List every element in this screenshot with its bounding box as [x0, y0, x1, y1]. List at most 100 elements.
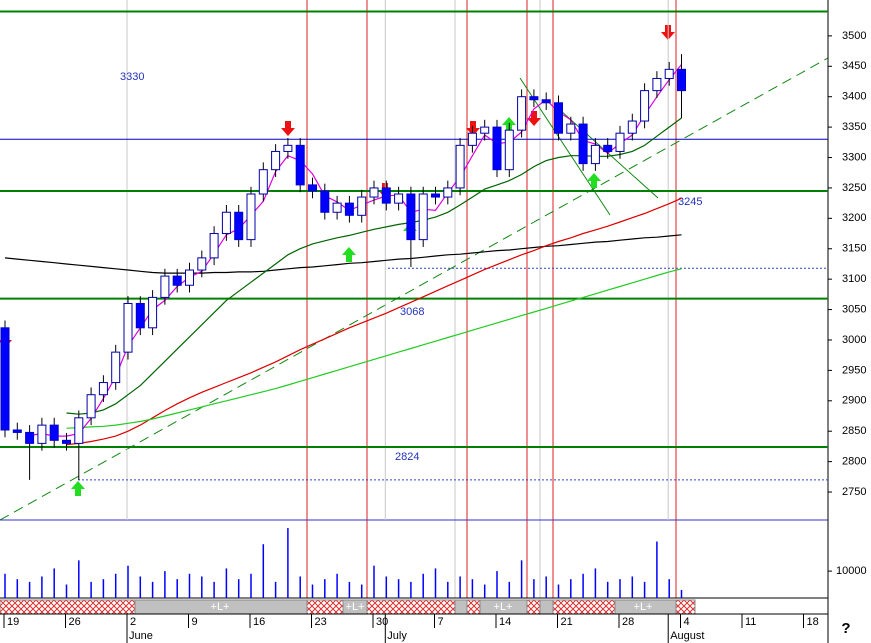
y-tick-label: 3400 — [842, 91, 866, 103]
y-tick-label: 2750 — [842, 486, 866, 498]
strip-label: +L+ — [346, 601, 365, 613]
x-tick-label: 23 — [315, 616, 327, 628]
candle-body — [332, 202, 342, 213]
candle-body — [566, 123, 576, 134]
y-tick-label: 3250 — [842, 182, 866, 194]
candle-body — [246, 193, 256, 241]
x-tick-label: 14 — [499, 616, 511, 628]
y-tick-label: 2950 — [842, 364, 866, 376]
x-tick-label: 21 — [561, 616, 573, 628]
candle-body — [590, 144, 600, 165]
candle-body — [627, 120, 637, 134]
candle-body — [271, 150, 281, 171]
candle-body — [197, 257, 207, 271]
candle-body — [578, 123, 588, 165]
candle-body — [283, 144, 293, 152]
month-label: July — [387, 630, 407, 642]
candle-body — [517, 96, 527, 131]
x-tick-label: 26 — [69, 616, 81, 628]
month-label: June — [129, 630, 153, 642]
candle-body — [135, 302, 145, 329]
candle-body — [308, 184, 317, 192]
y-tick-label: 3200 — [842, 212, 866, 224]
candle-body — [554, 102, 563, 134]
candle-body — [209, 233, 219, 259]
x-tick-label: 28 — [622, 616, 634, 628]
candle-body — [640, 90, 650, 122]
x-tick-label: 9 — [192, 616, 198, 628]
level-label: 3330 — [120, 71, 144, 83]
trend-line — [519, 77, 611, 216]
y-tick-label: 3000 — [842, 334, 866, 346]
candle-body — [431, 193, 440, 198]
moving-average — [4, 234, 682, 274]
level-label: 3245 — [678, 196, 702, 208]
candle-body — [529, 96, 539, 101]
candle-body — [480, 126, 490, 134]
candle-body — [652, 77, 662, 92]
candle-body — [492, 126, 502, 171]
x-tick-label: 2 — [130, 616, 136, 628]
candle-body — [123, 302, 133, 353]
candle-body — [148, 296, 158, 329]
candle-body — [185, 269, 194, 286]
y-tick-label: 3500 — [842, 30, 866, 42]
candle-body — [172, 275, 182, 286]
candle-body — [344, 202, 354, 216]
trend-line — [0, 57, 829, 521]
candle-body — [357, 196, 367, 216]
candle-body — [12, 429, 22, 433]
candle-body — [615, 132, 625, 152]
candle-body — [37, 424, 47, 444]
candle-body — [603, 144, 613, 152]
candle-body — [541, 99, 551, 104]
y-tick-label: 3350 — [842, 121, 866, 133]
candle-body — [677, 68, 686, 92]
moving-average — [66, 197, 682, 446]
candle-body — [369, 187, 379, 198]
candle-body — [418, 193, 428, 241]
candle-body — [295, 144, 305, 186]
candle-body — [25, 431, 35, 444]
y-tick-label: 3300 — [842, 151, 866, 163]
volume-tick-label: 10000 — [836, 565, 867, 577]
x-tick-label: 4 — [684, 616, 690, 628]
candle-body — [455, 144, 465, 189]
candle-body — [98, 382, 108, 396]
y-tick-label: 2800 — [842, 456, 866, 468]
candle-body — [258, 169, 268, 195]
candle-body — [381, 187, 391, 204]
y-tick-label: 2850 — [842, 425, 866, 437]
candle-body — [504, 129, 514, 171]
x-tick-label: 7 — [438, 616, 444, 628]
x-tick-label: 30 — [376, 616, 388, 628]
y-tick-label: 3100 — [842, 273, 866, 285]
strip-label: +L+ — [634, 601, 653, 613]
candle-body — [62, 439, 71, 444]
candle-body — [406, 193, 416, 241]
candle-body — [394, 193, 404, 204]
candle-body — [664, 68, 674, 79]
candle-body — [443, 187, 453, 198]
y-tick-label: 3150 — [842, 243, 866, 255]
y-tick-label: 2900 — [842, 395, 866, 407]
candle-body — [467, 132, 477, 146]
candle-body — [0, 327, 10, 431]
candle-body — [160, 275, 170, 298]
signal-strip — [0, 599, 696, 615]
strip-label: +L+ — [211, 601, 230, 613]
candle-body — [86, 394, 96, 419]
level-label: 3068 — [400, 306, 424, 318]
month-label: August — [670, 630, 704, 642]
help-button[interactable]: ? — [841, 620, 850, 637]
x-tick-label: 18 — [807, 616, 819, 628]
trend-line — [559, 109, 659, 199]
annotations: +L+ +L+ +L+ +L+ ? — [0, 0, 851, 643]
moving-average — [66, 268, 682, 429]
candle-body — [74, 417, 84, 444]
level-label: 2824 — [395, 451, 419, 463]
x-tick-label: 11 — [745, 616, 756, 628]
candle-body — [320, 190, 330, 213]
y-tick-label: 3450 — [842, 60, 866, 72]
